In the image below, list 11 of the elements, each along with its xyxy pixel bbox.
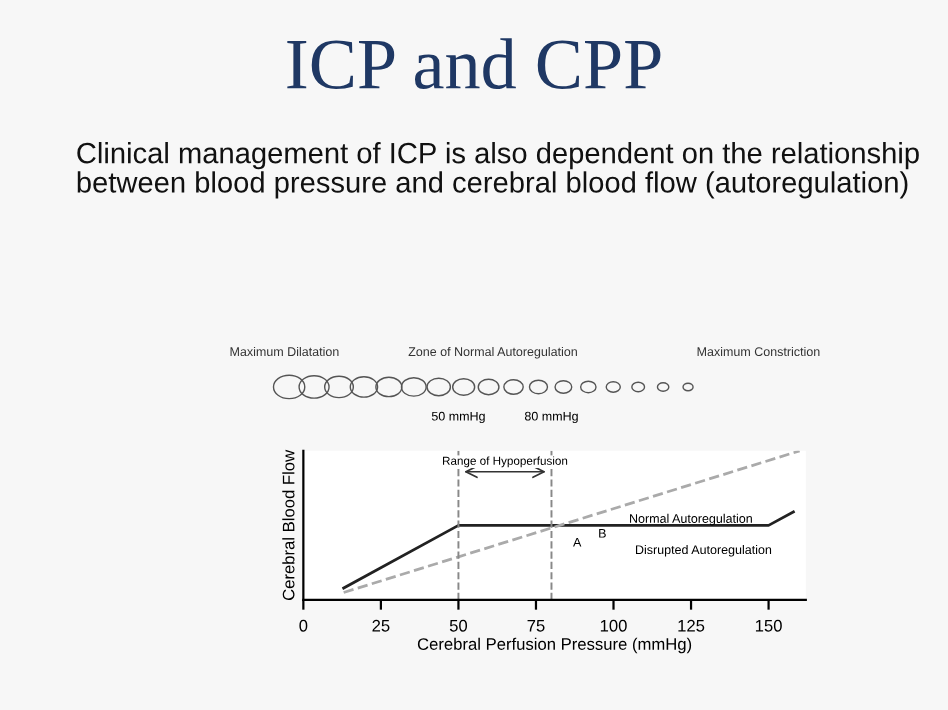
- chart-title: ICP and CPP: [287, 38, 661, 90]
- x-tick-label: 100: [600, 619, 627, 632]
- x-tick-label: 150: [755, 619, 782, 632]
- x-tick-label: 75: [527, 620, 545, 632]
- x-tick-label: 50: [449, 619, 468, 632]
- x-tick-label: 0: [299, 619, 308, 632]
- chart-subtitle: Clinical management of ICP is also dependent on the relationship between blood pressure and cerebral blood flow (autoregulation): [77, 142, 919, 199]
- x-tick-label: 125: [678, 619, 705, 632]
- y-axis-title: Cerebral Blood Flow: [282, 449, 295, 601]
- x-axis-title: Cerebral Perfusion Pressure (mmHg): [417, 637, 692, 654]
- x-tick-label: 25: [372, 619, 390, 632]
